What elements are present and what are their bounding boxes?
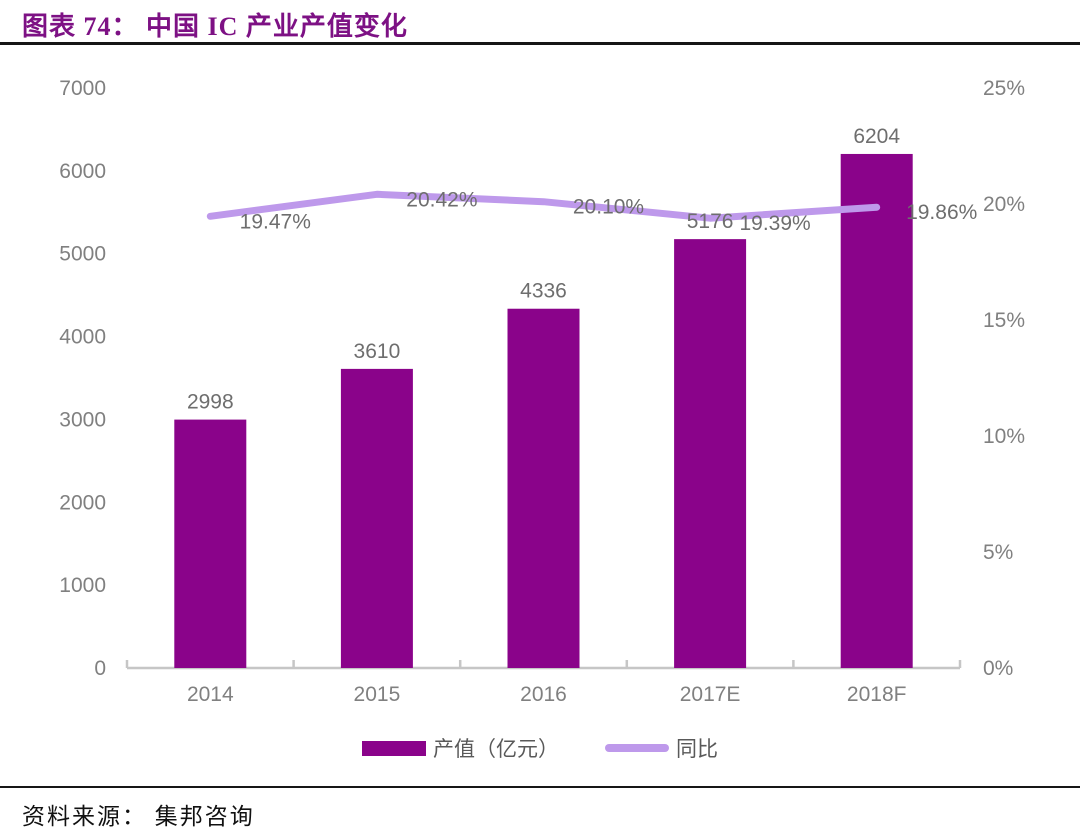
line-value-label: 19.47% bbox=[240, 210, 311, 233]
line-value-label: 19.86% bbox=[906, 201, 977, 224]
line-value-label: 20.42% bbox=[406, 188, 477, 211]
title-underline bbox=[0, 42, 1080, 45]
line-value-label: 19.39% bbox=[739, 212, 810, 235]
left-axis-tick-label: 2000 bbox=[59, 491, 106, 514]
right-axis-tick-label: 0% bbox=[983, 657, 1013, 680]
bar-value-label: 6204 bbox=[853, 125, 900, 148]
left-axis-tick-label: 4000 bbox=[59, 326, 106, 349]
right-axis-tick-label: 20% bbox=[983, 193, 1025, 216]
right-axis-tick-label: 10% bbox=[983, 425, 1025, 448]
page-title: 图表 74： 中国 IC 产业产值变化 bbox=[22, 12, 408, 41]
x-axis-category-label: 2018F bbox=[847, 683, 907, 706]
legend-item-yoy: 同比 bbox=[605, 733, 718, 763]
bar-2014 bbox=[174, 419, 247, 668]
left-axis-tick-label: 1000 bbox=[59, 574, 106, 597]
bar-value-label: 2998 bbox=[187, 391, 234, 414]
right-axis-tick-label: 15% bbox=[983, 309, 1025, 332]
bar-2016 bbox=[507, 308, 580, 668]
right-axis-tick-label: 25% bbox=[983, 77, 1025, 100]
bar-value-label: 5176 bbox=[687, 210, 734, 233]
legend-label-yoy: 同比 bbox=[676, 738, 718, 761]
yoy-line bbox=[206, 190, 881, 222]
left-axis-tick-label: 7000 bbox=[59, 77, 106, 100]
left-axis-tick-label: 3000 bbox=[59, 408, 106, 431]
bar-2017E bbox=[674, 239, 747, 669]
left-axis-tick-label: 6000 bbox=[59, 160, 106, 183]
legend: 产值（亿元） 同比 bbox=[0, 733, 1080, 763]
x-axis-category-label: 2016 bbox=[520, 683, 567, 706]
line-value-label: 20.10% bbox=[573, 196, 644, 219]
line-series-swatch bbox=[605, 744, 669, 752]
bar-2015 bbox=[340, 368, 413, 668]
x-axis-category-label: 2015 bbox=[354, 683, 401, 706]
legend-item-output-value: 产值（亿元） bbox=[362, 733, 559, 763]
right-axis-tick-label: 5% bbox=[983, 541, 1013, 564]
left-axis-tick-label: 5000 bbox=[59, 243, 106, 266]
x-axis-category-label: 2017E bbox=[680, 683, 741, 706]
footer-divider bbox=[0, 786, 1080, 788]
left-axis-tick-label: 0 bbox=[94, 657, 106, 680]
bar-value-label: 3610 bbox=[354, 340, 401, 363]
legend-label-output-value: 产值（亿元） bbox=[433, 738, 559, 761]
bar-value-label: 4336 bbox=[520, 280, 567, 303]
bar-2018F bbox=[840, 153, 913, 668]
x-axis-category-label: 2014 bbox=[187, 683, 234, 706]
bar-series-swatch bbox=[362, 740, 426, 756]
source-note: 资料来源： 集邦咨询 bbox=[22, 804, 255, 829]
